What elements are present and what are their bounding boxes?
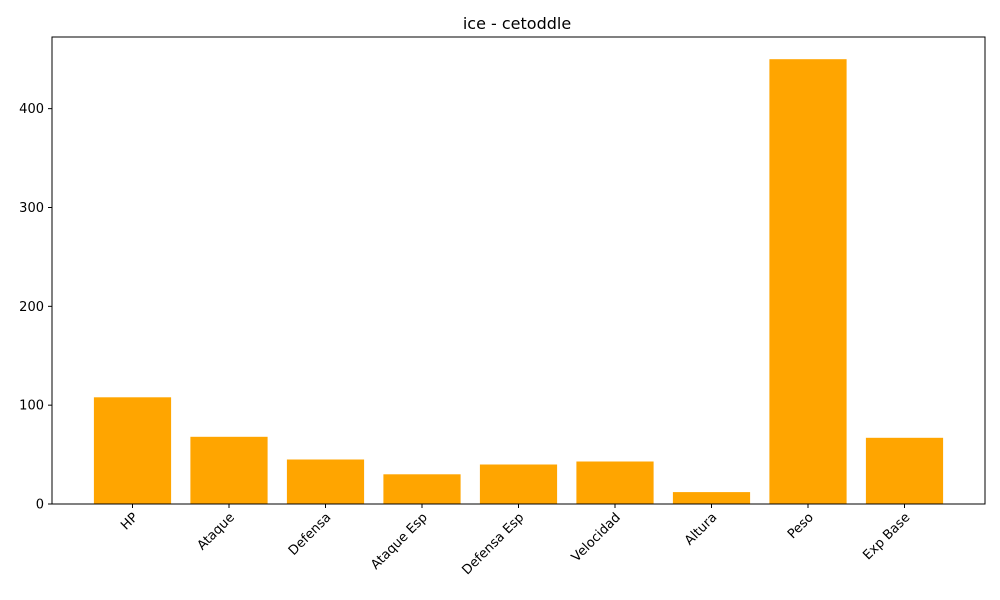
bar-ataque — [190, 436, 268, 504]
bar-exp-base — [865, 437, 944, 504]
x-tick-label: Altura — [682, 510, 720, 548]
x-tick-label: Defensa — [286, 510, 334, 558]
x-tick-label: Defensa Esp — [459, 510, 527, 578]
y-axis: 0 100 200 300 400 — [19, 102, 52, 513]
bar-defensa-esp — [479, 464, 558, 504]
x-tick-label: Ataque Esp — [368, 510, 431, 573]
x-tick-label: HP — [118, 510, 141, 533]
bar-altura — [672, 492, 751, 504]
plot-frame — [51, 36, 986, 505]
y-tick-label: 200 — [19, 300, 44, 315]
bar-velocidad — [576, 461, 654, 504]
x-tick-label: Exp Base — [860, 510, 913, 563]
x-tick-label: Ataque — [195, 510, 238, 553]
x-tick-label: Peso — [785, 510, 817, 542]
x-tick-label: Velocidad — [569, 510, 624, 565]
y-tick-label: 300 — [19, 201, 44, 216]
x-axis: HP Ataque Defensa Ataque Esp Defensa Esp Velo… — [118, 504, 913, 578]
bar-ataque-esp — [383, 474, 461, 504]
bars-group — [93, 59, 944, 504]
bar-defensa — [286, 459, 365, 504]
bar-peso — [769, 59, 847, 504]
y-tick-label: 0 — [36, 498, 44, 513]
y-tick-label: 400 — [19, 102, 44, 117]
y-tick-label: 100 — [19, 399, 44, 414]
bar-hp — [93, 397, 172, 504]
chart-title: ice - cetoddle — [463, 14, 571, 33]
